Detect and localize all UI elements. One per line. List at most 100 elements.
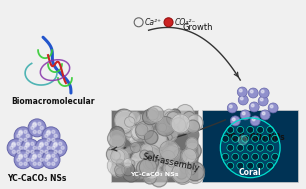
Circle shape — [262, 135, 269, 142]
Circle shape — [53, 143, 57, 147]
Circle shape — [262, 153, 269, 160]
Circle shape — [186, 162, 204, 181]
Circle shape — [260, 110, 270, 120]
Circle shape — [106, 146, 123, 163]
Circle shape — [122, 163, 135, 176]
Circle shape — [24, 162, 27, 165]
Circle shape — [26, 150, 29, 153]
Circle shape — [258, 96, 268, 106]
Circle shape — [42, 151, 60, 169]
Circle shape — [242, 135, 249, 142]
Circle shape — [14, 127, 32, 145]
Circle shape — [33, 130, 36, 133]
Circle shape — [125, 117, 135, 127]
Circle shape — [19, 130, 22, 133]
Circle shape — [267, 162, 274, 169]
Circle shape — [33, 162, 36, 165]
Circle shape — [38, 130, 41, 133]
Circle shape — [259, 88, 269, 98]
Circle shape — [45, 142, 48, 145]
Circle shape — [188, 167, 196, 175]
Circle shape — [144, 147, 159, 162]
Circle shape — [168, 112, 181, 126]
Circle shape — [152, 134, 169, 150]
Circle shape — [54, 134, 57, 137]
Circle shape — [161, 150, 175, 165]
Circle shape — [24, 146, 27, 149]
Circle shape — [18, 131, 22, 135]
Text: YC-CaCO₃ NSs: YC-CaCO₃ NSs — [7, 174, 67, 183]
Circle shape — [247, 126, 254, 133]
Circle shape — [26, 134, 29, 137]
Circle shape — [250, 116, 260, 126]
Circle shape — [144, 132, 156, 144]
Circle shape — [146, 151, 154, 159]
Circle shape — [267, 144, 274, 151]
Circle shape — [164, 18, 173, 27]
Circle shape — [156, 163, 173, 180]
Circle shape — [114, 165, 125, 175]
Circle shape — [52, 138, 55, 142]
Circle shape — [40, 158, 43, 161]
Circle shape — [174, 166, 192, 184]
Circle shape — [240, 110, 250, 120]
Circle shape — [172, 163, 192, 183]
Circle shape — [33, 154, 36, 157]
Circle shape — [261, 90, 264, 93]
Circle shape — [159, 119, 170, 131]
Circle shape — [270, 105, 273, 108]
Circle shape — [111, 151, 121, 160]
Text: YC-CaCO₃ NSs: YC-CaCO₃ NSs — [130, 172, 179, 177]
Circle shape — [136, 124, 148, 136]
Circle shape — [132, 126, 144, 138]
Circle shape — [251, 104, 254, 107]
Circle shape — [49, 139, 67, 157]
Text: Self-assembly: Self-assembly — [141, 152, 200, 173]
Circle shape — [59, 142, 62, 145]
Circle shape — [123, 124, 136, 137]
Circle shape — [10, 146, 13, 149]
Circle shape — [128, 160, 135, 167]
Circle shape — [186, 138, 198, 149]
Circle shape — [140, 144, 149, 153]
Circle shape — [143, 130, 157, 144]
Circle shape — [145, 144, 160, 160]
Circle shape — [47, 154, 50, 157]
Circle shape — [111, 149, 125, 164]
Circle shape — [238, 136, 247, 145]
Circle shape — [47, 146, 50, 149]
Circle shape — [170, 109, 181, 120]
Circle shape — [7, 139, 25, 157]
Circle shape — [165, 163, 176, 173]
Circle shape — [232, 118, 235, 121]
Circle shape — [155, 147, 171, 163]
Circle shape — [12, 150, 15, 153]
Circle shape — [25, 143, 29, 147]
Circle shape — [232, 135, 239, 142]
Circle shape — [114, 109, 134, 129]
Circle shape — [127, 158, 142, 174]
Circle shape — [159, 141, 179, 160]
Circle shape — [127, 120, 138, 132]
Circle shape — [237, 87, 247, 97]
Circle shape — [116, 168, 125, 177]
Circle shape — [47, 130, 50, 133]
Circle shape — [32, 123, 36, 127]
Circle shape — [124, 116, 139, 131]
Circle shape — [186, 120, 200, 133]
Circle shape — [247, 162, 254, 169]
Circle shape — [140, 150, 149, 160]
Circle shape — [40, 126, 43, 129]
Circle shape — [114, 112, 121, 118]
Circle shape — [40, 150, 43, 153]
Circle shape — [24, 130, 27, 133]
Circle shape — [168, 160, 175, 167]
Circle shape — [242, 153, 249, 160]
Circle shape — [239, 89, 242, 92]
Circle shape — [35, 139, 53, 157]
Circle shape — [129, 112, 141, 123]
Text: CO₃²⁻: CO₃²⁻ — [175, 18, 196, 27]
Circle shape — [237, 144, 244, 151]
FancyBboxPatch shape — [202, 110, 298, 182]
Circle shape — [54, 150, 57, 153]
